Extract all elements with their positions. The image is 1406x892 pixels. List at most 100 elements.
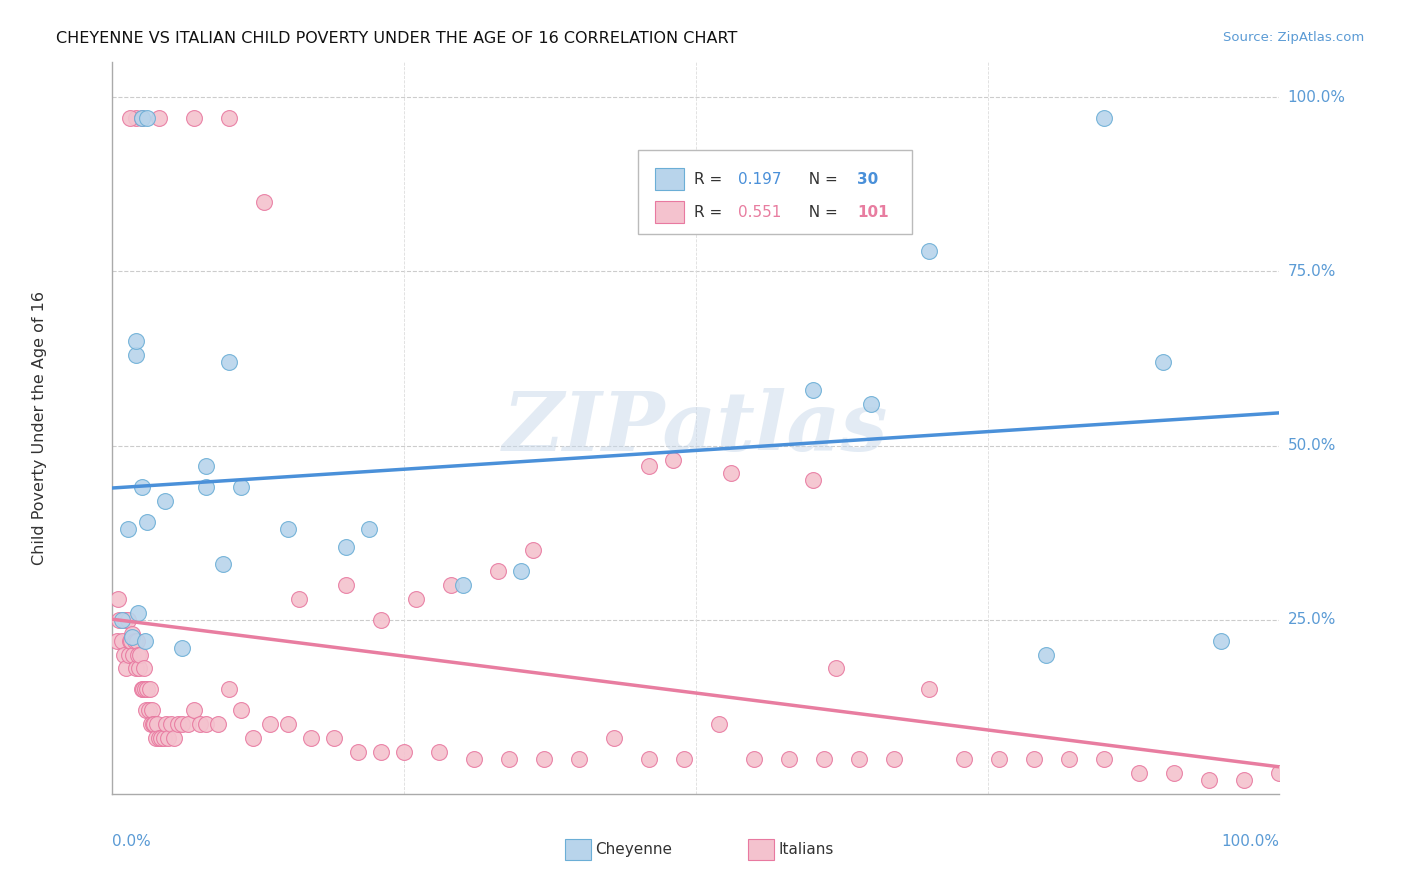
Point	[370, 613, 392, 627]
Point	[118, 633, 141, 648]
Point	[498, 752, 520, 766]
Point	[122, 648, 145, 662]
Point	[1233, 772, 1256, 787]
Point	[486, 564, 509, 578]
Point	[105, 633, 128, 648]
Text: 101: 101	[858, 205, 889, 220]
Point	[131, 111, 153, 125]
Point	[111, 613, 134, 627]
Point	[218, 355, 240, 369]
Point	[129, 648, 152, 662]
Text: 30: 30	[858, 172, 879, 187]
Text: Child Poverty Under the Age of 16: Child Poverty Under the Age of 16	[32, 291, 46, 566]
Point	[276, 717, 298, 731]
Point	[259, 717, 281, 731]
Point	[136, 111, 159, 125]
Point	[131, 111, 153, 125]
Point	[124, 633, 146, 648]
Point	[153, 494, 176, 508]
Text: Italians: Italians	[779, 842, 834, 857]
Point	[125, 334, 148, 348]
Point	[918, 244, 941, 258]
Point	[1094, 752, 1116, 766]
Point	[212, 557, 235, 571]
Point	[335, 578, 357, 592]
Point	[194, 459, 217, 474]
Point	[139, 717, 162, 731]
Point	[135, 703, 157, 717]
Point	[405, 591, 427, 606]
Point	[139, 682, 162, 697]
Text: 100.0%: 100.0%	[1288, 90, 1346, 104]
Text: 0.197: 0.197	[738, 172, 782, 187]
Point	[136, 682, 159, 697]
Point	[778, 752, 800, 766]
FancyBboxPatch shape	[565, 839, 591, 860]
Point	[638, 752, 661, 766]
Text: 75.0%: 75.0%	[1288, 264, 1336, 279]
Point	[145, 731, 167, 746]
Point	[112, 648, 135, 662]
Point	[128, 661, 150, 675]
Point	[533, 752, 555, 766]
Point	[194, 480, 217, 494]
Text: 25.0%: 25.0%	[1288, 612, 1336, 627]
Point	[1035, 648, 1057, 662]
Point	[1128, 766, 1150, 780]
Point	[218, 682, 240, 697]
Text: R =: R =	[693, 172, 727, 187]
Text: N =: N =	[799, 205, 842, 220]
Point	[148, 111, 170, 125]
Point	[603, 731, 626, 746]
Point	[155, 717, 177, 731]
Point	[132, 682, 155, 697]
Point	[568, 752, 591, 766]
Point	[131, 480, 153, 494]
Point	[183, 703, 205, 717]
Text: R =: R =	[693, 205, 727, 220]
FancyBboxPatch shape	[655, 202, 685, 223]
Point	[299, 731, 322, 746]
Point	[288, 591, 311, 606]
Point	[120, 633, 142, 648]
FancyBboxPatch shape	[655, 169, 685, 191]
Point	[107, 591, 129, 606]
Point	[121, 626, 143, 640]
Point	[661, 452, 683, 467]
Point	[370, 745, 392, 759]
Text: Source: ZipAtlas.com: Source: ZipAtlas.com	[1223, 31, 1364, 45]
Point	[108, 613, 131, 627]
FancyBboxPatch shape	[638, 150, 912, 235]
Point	[183, 111, 205, 125]
Point	[883, 752, 905, 766]
Point	[134, 633, 156, 648]
Point	[121, 630, 143, 644]
Point	[229, 480, 252, 494]
Point	[125, 661, 148, 675]
Point	[118, 648, 141, 662]
Point	[157, 731, 180, 746]
Point	[142, 717, 165, 731]
Point	[638, 459, 661, 474]
Point	[229, 703, 252, 717]
Text: 100.0%: 100.0%	[1222, 834, 1279, 849]
Point	[1152, 355, 1174, 369]
Point	[194, 717, 217, 731]
Point	[188, 717, 211, 731]
Point	[463, 752, 485, 766]
Point	[394, 745, 416, 759]
Point	[141, 703, 163, 717]
Point	[427, 745, 450, 759]
Text: CHEYENNE VS ITALIAN CHILD POVERTY UNDER THE AGE OF 16 CORRELATION CHART: CHEYENNE VS ITALIAN CHILD POVERTY UNDER …	[56, 31, 738, 46]
Point	[125, 348, 148, 362]
Point	[143, 717, 166, 731]
Point	[918, 682, 941, 697]
Point	[276, 522, 298, 536]
Point	[440, 578, 463, 592]
Point	[127, 606, 149, 620]
Point	[153, 731, 176, 746]
Text: N =: N =	[799, 172, 842, 187]
Point	[953, 752, 976, 766]
Text: 0.0%: 0.0%	[112, 834, 152, 849]
Point	[207, 717, 229, 731]
